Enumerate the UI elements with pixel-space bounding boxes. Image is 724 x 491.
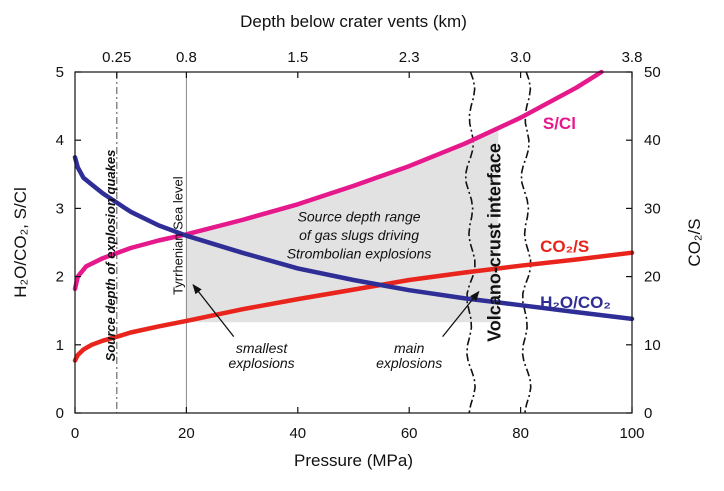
y-right-tick-label-2: 20 [644,269,661,286]
x-tick-label-5: 100 [619,425,644,442]
y-left-tick-label-5: 5 [56,64,64,81]
volcano-crust-interface-right-line [520,71,532,414]
shaded-region-label-line-2: of gas slugs driving [299,227,419,243]
top-axis-title: Depth below crater vents (km) [240,12,467,31]
y-left-tick-label-2: 2 [56,269,64,286]
y-left-tick-label-4: 4 [56,132,64,149]
y-left-tick-label-1: 1 [56,337,64,354]
series-label-s-cl: S/Cl [543,114,576,133]
series-line-0 [72,69,604,292]
shaded-region-label-line-1: Source depth range [298,209,421,225]
top-tick-label-4: 3.0 [510,49,531,66]
series-label-co2-s: CO₂/S [540,237,589,256]
series-label-h2o-co2: H₂O/CO₂ [540,293,611,312]
series-layer [72,69,635,363]
main-explosions-arrow [442,290,480,338]
shaded-source-depth-region [186,128,499,323]
y-right-tick-label-0: 0 [644,405,652,422]
explosion-quakes-label: Source depth of explosion quakes [103,150,118,362]
top-tick-label-3: 2.3 [399,49,420,66]
volcano-crust-interface-left-line [464,71,476,414]
x-tick-label-1: 20 [178,425,195,442]
y-right-tick-label-1: 10 [644,337,661,354]
series-line-1 [72,250,635,363]
main-explosions-label-line-1: main [394,340,425,356]
volcano-crust-interface-label: Volcano-crust interface [484,143,504,342]
smallest-explosions-label-line-2: explosions [229,355,295,371]
y-left-tick-label-0: 0 [56,405,64,422]
top-tick-label-0: 0.25 [102,49,131,66]
x-axis-title: Pressure (MPa) [294,451,413,470]
x-tick-label-2: 40 [289,425,306,442]
main-explosions-label-line-2: explosions [376,355,442,371]
x-tick-label-0: 0 [71,425,79,442]
smallest-explosions-arrow [192,283,235,338]
y-right-tick-label-5: 50 [644,64,661,81]
top-tick-label-5: 3.8 [622,49,643,66]
y-right-tick-label-4: 40 [644,132,661,149]
right-axis-title: CO₂/S [685,218,704,266]
top-tick-label-1: 0.8 [176,49,197,66]
left-axis-title: H₂O/CO₂, S/Cl [11,187,30,297]
y-left-tick-label-3: 3 [56,200,64,217]
y-right-tick-label-3: 30 [644,200,661,217]
series-line-2 [72,155,635,322]
sea-level-label: Tyrrhenian Sea level [170,176,185,295]
shaded-region-label-line-3: Strombolian explosions [287,245,432,261]
top-tick-label-2: 1.5 [287,49,308,66]
x-tick-label-4: 80 [512,425,529,442]
x-tick-label-3: 60 [401,425,418,442]
plot-frame [74,71,633,414]
smallest-explosions-label-line-1: smallest [236,340,288,356]
